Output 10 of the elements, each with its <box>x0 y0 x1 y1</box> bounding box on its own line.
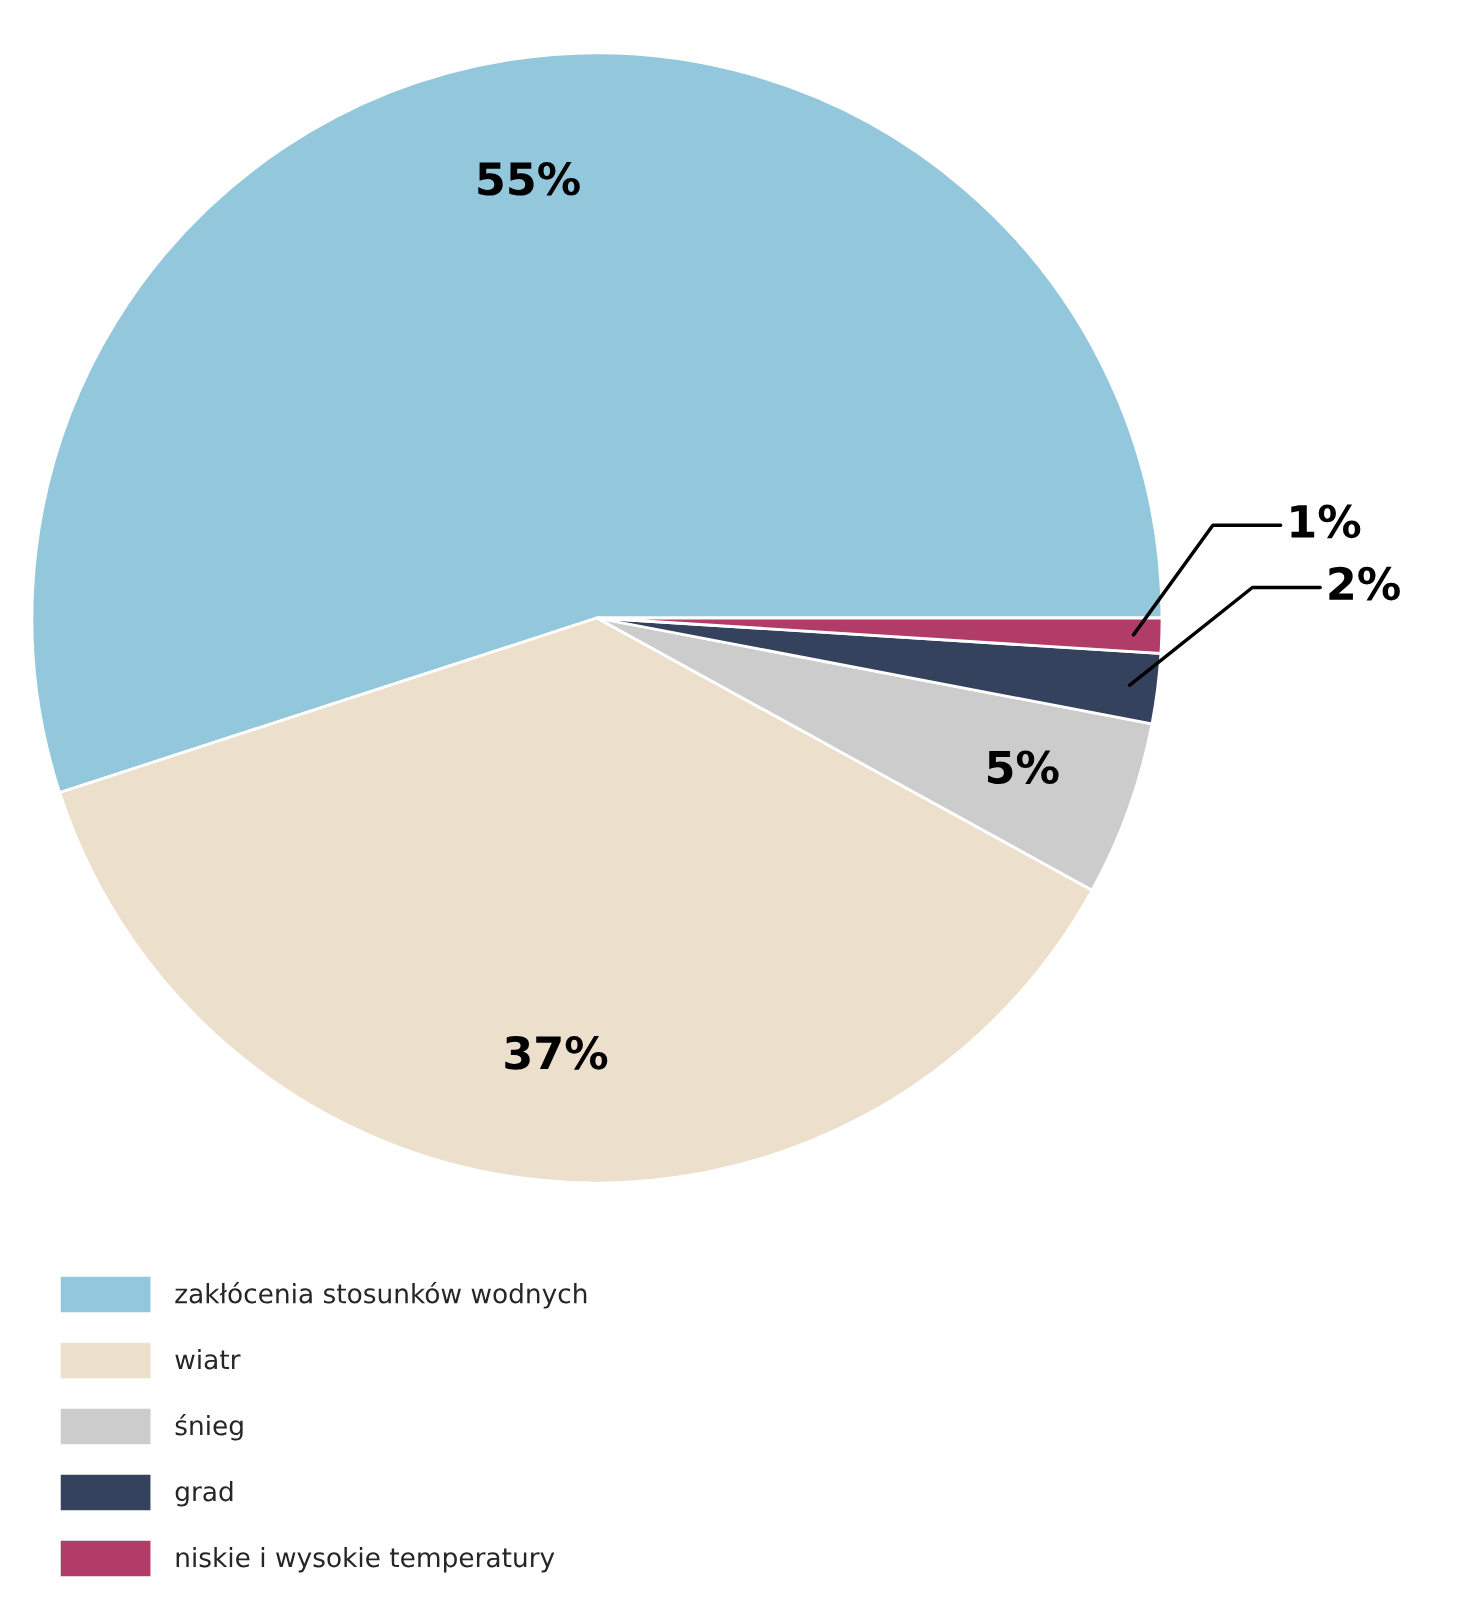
data-label: 2% <box>1329 566 1400 601</box>
legend-label: grad <box>175 1480 233 1507</box>
data-label: 5% <box>987 750 1059 785</box>
data-label: 55% <box>478 162 580 196</box>
legend-label: niskie i wysokie temperatury <box>176 1546 555 1573</box>
data-label: 37% <box>505 1036 608 1070</box>
legend-label: wiatr <box>175 1349 241 1370</box>
legend-label: zakłócenia stosunków wodnych <box>175 1282 587 1309</box>
legend-label: śnieg <box>175 1413 243 1441</box>
data-label: 1% <box>1291 504 1361 539</box>
